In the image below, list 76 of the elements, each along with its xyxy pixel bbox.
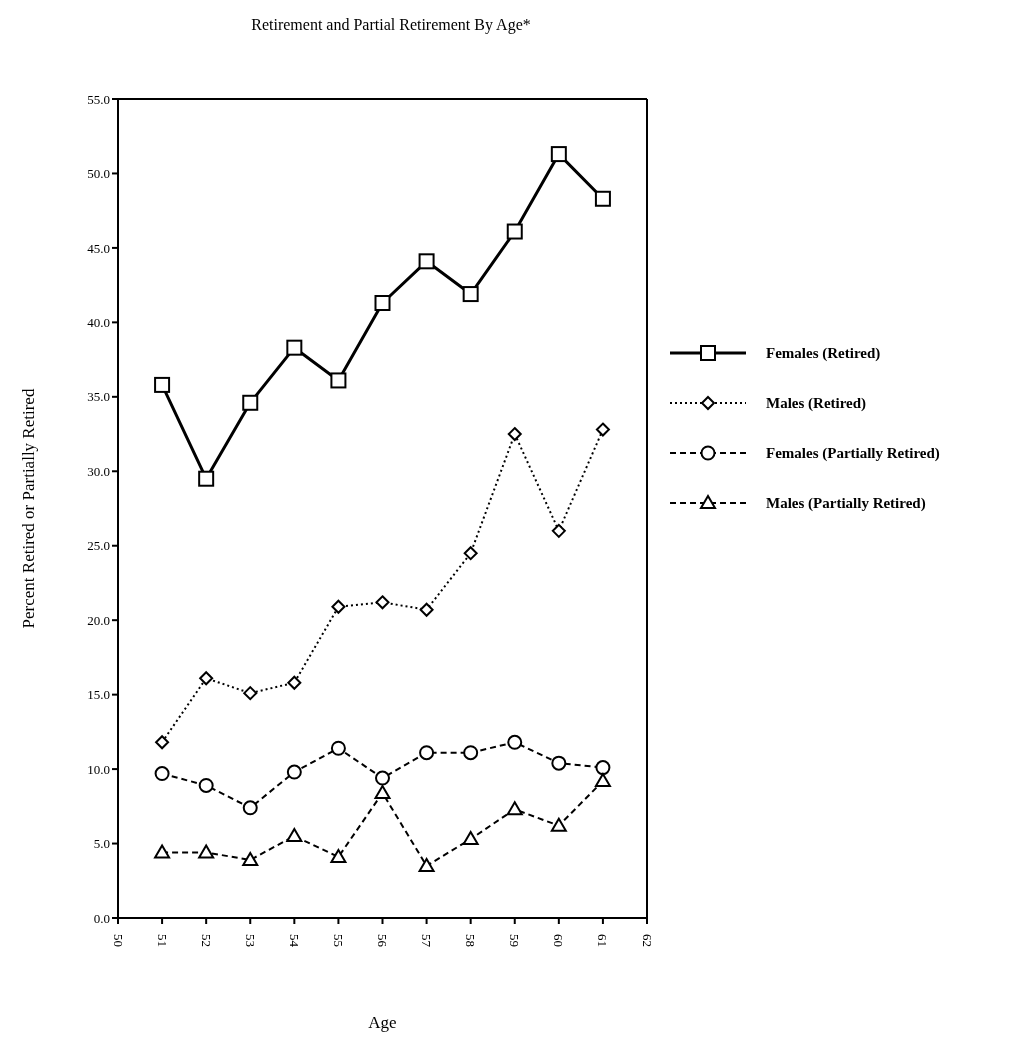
y-tick-label: 10.0 — [87, 761, 110, 777]
point — [551, 523, 566, 538]
point — [506, 801, 523, 816]
x-tick-label: 62 — [639, 934, 655, 947]
x-tick-label: 52 — [198, 934, 214, 947]
y-tick-label: 30.0 — [87, 463, 110, 479]
chart-title: Retirement and Partial Retirement By Age* — [250, 16, 532, 34]
point — [374, 295, 391, 312]
point — [506, 223, 523, 240]
point — [330, 372, 347, 389]
point — [418, 857, 435, 872]
point — [375, 770, 390, 786]
point — [286, 828, 303, 843]
point — [242, 851, 259, 866]
x-axis-title: Age — [368, 1013, 397, 1032]
point — [550, 146, 567, 163]
point — [463, 745, 479, 761]
point — [198, 777, 214, 793]
point — [243, 686, 258, 701]
y-tick-label: 15.0 — [87, 687, 110, 703]
y-tick-label: 55.0 — [87, 91, 110, 107]
point — [594, 773, 611, 787]
point — [462, 286, 479, 303]
point — [551, 755, 567, 771]
text: Females (Partially Retired) — [766, 444, 940, 462]
point — [198, 844, 215, 859]
x-tick-label: 50 — [110, 934, 126, 947]
point — [154, 376, 171, 393]
point — [199, 671, 214, 686]
y-tick-label: 25.0 — [87, 538, 110, 554]
point — [375, 595, 390, 610]
point — [419, 602, 434, 617]
point — [242, 800, 258, 816]
point — [330, 740, 346, 756]
x-tick-label: 53 — [242, 934, 258, 947]
point — [418, 253, 435, 270]
x-tick-label: 56 — [375, 934, 390, 948]
text: Males (Retired) — [766, 394, 867, 412]
point — [550, 817, 567, 832]
x-tick-label: 55 — [330, 934, 346, 947]
x-tick-label: 57 — [419, 934, 435, 948]
point — [331, 599, 346, 614]
point — [595, 760, 611, 776]
y-tick-label: 45.0 — [87, 240, 110, 256]
point — [242, 394, 259, 411]
y-axis-title: Percent Retired or Partially Retired — [19, 388, 39, 629]
point — [198, 470, 215, 487]
y-tick-label: 40.0 — [87, 314, 110, 330]
y-tick-label: 5.0 — [93, 836, 110, 852]
x-tick-label: 54 — [286, 934, 302, 948]
point — [595, 422, 610, 437]
point — [154, 844, 171, 859]
y-tick-label: 0.0 — [93, 910, 110, 926]
text: Males (Partially Retired) — [766, 494, 926, 512]
x-tick-label: 51 — [154, 934, 170, 947]
point — [462, 831, 479, 846]
point — [286, 764, 302, 780]
x-tick-label: 61 — [595, 934, 611, 947]
point — [155, 735, 170, 750]
point — [154, 766, 170, 782]
y-tick-label: 50.0 — [87, 166, 110, 182]
point — [419, 745, 435, 761]
x-tick-label: 58 — [463, 934, 479, 947]
point — [594, 190, 611, 207]
point — [507, 734, 523, 750]
point — [330, 848, 347, 863]
point — [507, 427, 522, 442]
point — [287, 675, 302, 690]
y-tick-label: 20.0 — [87, 612, 110, 628]
y-tick-label: 35.0 — [87, 389, 110, 405]
point — [286, 339, 303, 356]
point — [463, 546, 478, 561]
x-tick-label: 60 — [551, 934, 567, 947]
point — [374, 784, 391, 799]
x-tick-label: 59 — [507, 934, 523, 947]
text: Females (Retired) — [766, 344, 881, 362]
